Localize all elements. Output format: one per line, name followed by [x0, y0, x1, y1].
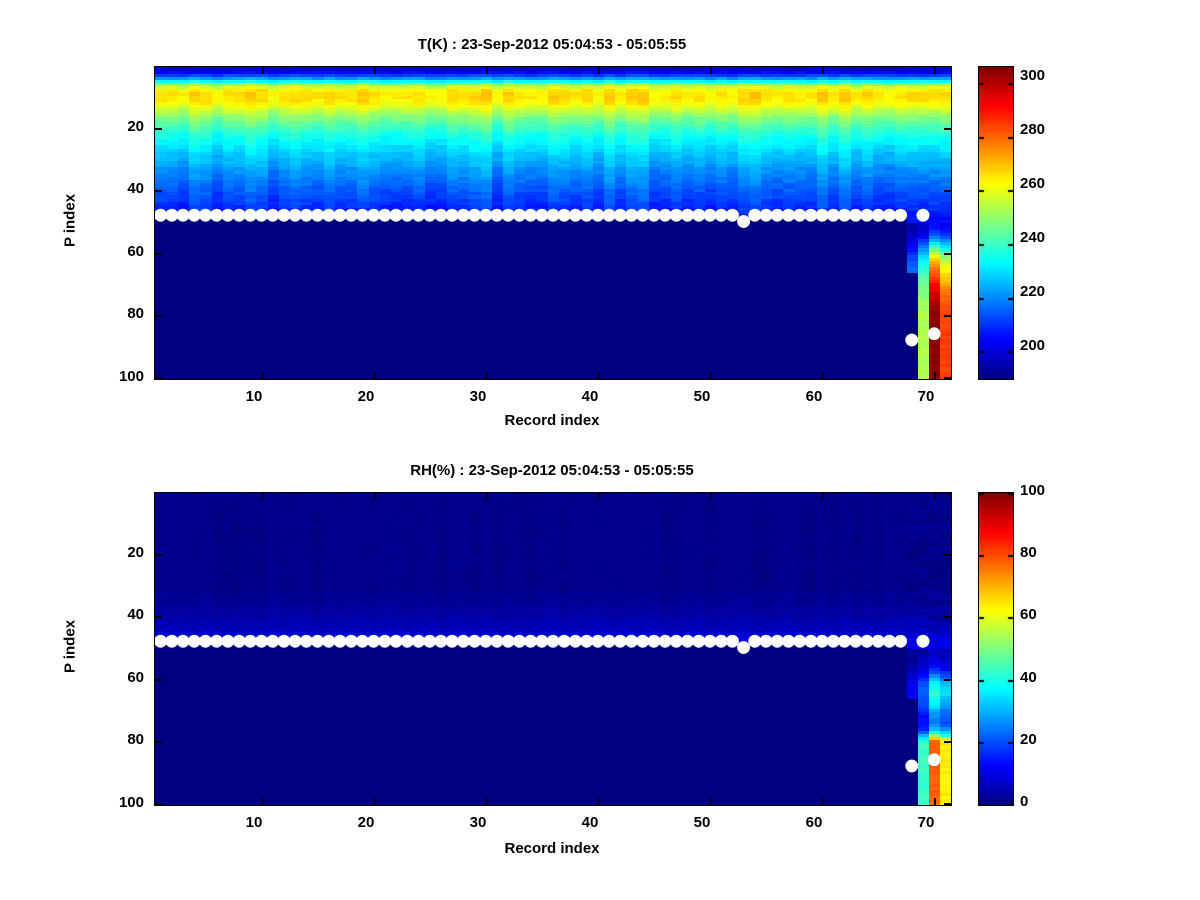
- humidity-plot-title: RH(%) : 23-Sep-2012 05:04:53 - 05:05:55: [410, 462, 694, 479]
- temperature-plot-title: T(K) : 23-Sep-2012 05:04:53 - 05:05:55: [417, 36, 687, 53]
- humidity-xtick-60: 60: [805, 814, 823, 831]
- temperature-xtick-30: 30: [469, 388, 487, 405]
- humidity-ytick-60: 60: [127, 669, 144, 686]
- temperature-ylabel: P index: [61, 193, 79, 248]
- humidity-xtick-20: 20: [357, 814, 375, 831]
- temperature-cbtick-280: 280: [1020, 121, 1046, 138]
- temperature-ytick-100: 100: [118, 368, 144, 385]
- temperature-xtick-20: 20: [357, 388, 375, 405]
- humidity-xtick-50: 50: [693, 814, 711, 831]
- temperature-ytick-40: 40: [127, 180, 144, 197]
- temperature-cbtick-220: 220: [1020, 283, 1046, 300]
- humidity-xtick-70: 70: [917, 814, 935, 831]
- temperature-ytick-60: 60: [127, 243, 144, 260]
- humidity-xtick-30: 30: [469, 814, 487, 831]
- humidity-axes: [154, 492, 952, 806]
- subplot-humidity: RH(%) : 23-Sep-2012 05:04:53 - 05:05:55 …: [0, 440, 1200, 900]
- humidity-ytick-100: 100: [118, 794, 144, 811]
- humidity-ytick-80: 80: [127, 731, 144, 748]
- temperature-xtick-50: 50: [693, 388, 711, 405]
- humidity-cbtick-40: 40: [1020, 669, 1037, 686]
- humidity-ytick-20: 20: [127, 544, 144, 561]
- humidity-cbtick-100: 100: [1020, 482, 1046, 499]
- humidity-xlabel: Record index: [504, 840, 600, 857]
- temperature-xtick-10: 10: [245, 388, 263, 405]
- temperature-cbtick-200: 200: [1020, 337, 1046, 354]
- temperature-xlabel: Record index: [504, 412, 600, 429]
- temperature-cbtick-300: 300: [1020, 67, 1046, 84]
- humidity-ytick-40: 40: [127, 606, 144, 623]
- temperature-ytick-80: 80: [127, 305, 144, 322]
- humidity-heatmap-canvas: [155, 493, 951, 805]
- humidity-cbtick-60: 60: [1020, 606, 1037, 623]
- temperature-heatmap-canvas: [155, 67, 951, 379]
- temperature-xtick-40: 40: [581, 388, 599, 405]
- temperature-cbtick-260: 260: [1020, 175, 1046, 192]
- humidity-cbtick-80: 80: [1020, 544, 1037, 561]
- temperature-colorbar: [978, 66, 1014, 380]
- humidity-ylabel: P index: [61, 619, 79, 674]
- temperature-ytick-20: 20: [127, 118, 144, 135]
- temperature-colorbar-canvas: [979, 67, 1013, 379]
- subplot-temperature: T(K) : 23-Sep-2012 05:04:53 - 05:05:55 2…: [0, 0, 1200, 440]
- temperature-xtick-60: 60: [805, 388, 823, 405]
- humidity-cbtick-20: 20: [1020, 731, 1037, 748]
- humidity-cbtick-0: 0: [1020, 793, 1029, 810]
- temperature-cbtick-240: 240: [1020, 229, 1046, 246]
- humidity-xtick-10: 10: [245, 814, 263, 831]
- humidity-colorbar: [978, 492, 1014, 806]
- humidity-colorbar-canvas: [979, 493, 1013, 805]
- temperature-axes: [154, 66, 952, 380]
- temperature-xtick-70: 70: [917, 388, 935, 405]
- humidity-xtick-40: 40: [581, 814, 599, 831]
